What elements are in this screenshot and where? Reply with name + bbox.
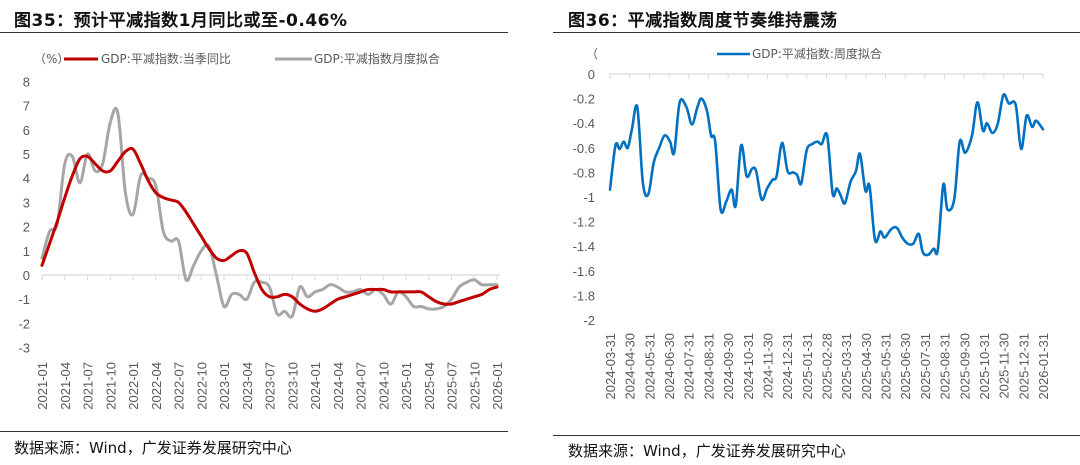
left-y-axis: 8 7 6 5 4 3 2 1 0 -1 -2 -3 <box>18 74 30 355</box>
y-tick-label: -0.2 <box>573 92 595 107</box>
x-tick-label: 2024-01 <box>308 362 323 410</box>
left-source-note: 数据来源：Wind，广发证券发展研究中心 <box>14 439 292 457</box>
x-tick-label: 2024-08-31 <box>701 333 716 400</box>
series-line-monthly-fit <box>40 106 499 319</box>
x-tick-label: 2025-07-31 <box>918 333 933 400</box>
y-tick-label: 2 <box>23 220 30 235</box>
x-tick-label: 2024-03-31 <box>603 333 618 400</box>
x-tick-label: 2024-07 <box>354 362 369 410</box>
x-tick-label: 2023-10 <box>285 362 300 410</box>
y-tick-label: 0 <box>23 268 30 283</box>
y-tick-label: -1.2 <box>573 215 595 230</box>
left-source-rule <box>0 431 508 432</box>
left-title-rule <box>0 32 508 33</box>
x-tick-label: 2025-06-30 <box>898 333 913 400</box>
y-tick-label: -1 <box>18 292 30 307</box>
series-line-weekly-fit <box>608 92 1045 257</box>
x-tick-label: 2025-08-31 <box>938 333 953 400</box>
right-chart-panel: 图36：平减指数周度节奏维持震荡 （ GDP:平减指数:周度拟合 0 -0.2 -0… <box>540 0 1080 465</box>
right-unit-label: （ <box>586 47 598 61</box>
y-tick-label: 5 <box>23 147 30 162</box>
x-tick-label: 2025-01-31 <box>800 333 815 400</box>
x-tick-label: 2025-01 <box>399 362 414 410</box>
right-source-note: 数据来源：Wind，广发证券发展研究中心 <box>568 442 846 460</box>
x-tick-label: 2022-10 <box>194 362 209 410</box>
x-tick-label: 2023-01 <box>217 362 232 410</box>
x-tick-label: 2022-07 <box>172 362 187 410</box>
left-x-axis: 2021-01 2021-04 2021-07 2021-10 2022-01 2022-… <box>35 274 505 410</box>
y-tick-label: 0 <box>588 67 595 82</box>
x-tick-label: 2024-10 <box>376 362 391 410</box>
right-chart: （ GDP:平减指数:周度拟合 0 -0.2 -0.4 -0.6 -0.8 -1 -1.2 -… <box>573 46 1051 400</box>
x-tick-label: 2022-01 <box>126 362 141 410</box>
x-tick-label: 2024-10-31 <box>741 333 756 400</box>
legend-label-quarterly: GDP:平减指数:当季同比 <box>101 51 231 66</box>
series-line-quarterly-yoy <box>40 146 499 313</box>
x-tick-label: 2024-12-31 <box>780 333 795 400</box>
x-tick-label: 2024-07-31 <box>682 333 697 400</box>
x-tick-label: 2024-04 <box>331 362 346 410</box>
x-tick-label: 2024-05-31 <box>642 333 657 400</box>
right-x-axis: 2024-03-31 2024-04-30 2024-05-31 2024-06-30… <box>603 73 1051 400</box>
x-tick-label: 2025-10 <box>467 362 482 410</box>
right-source-rule <box>553 435 1080 436</box>
left-unit-label: （%） <box>34 52 69 66</box>
y-tick-label: -2 <box>18 316 30 331</box>
y-tick-label: -1.4 <box>573 239 595 254</box>
y-tick-label: 6 <box>23 123 30 138</box>
y-tick-label: -1.6 <box>573 264 595 279</box>
x-tick-label: 2024-11-30 <box>761 333 776 399</box>
y-tick-label: -0.4 <box>573 116 595 131</box>
x-tick-label: 2024-06-30 <box>662 333 677 400</box>
x-tick-label: 2021-07 <box>81 362 96 410</box>
x-tick-label: 2021-04 <box>58 362 73 410</box>
y-tick-label: -1.8 <box>573 288 595 303</box>
y-tick-label: 7 <box>23 99 30 114</box>
x-tick-label: 2025-05-31 <box>879 333 894 400</box>
y-tick-label: -0.8 <box>573 165 595 180</box>
right-title-rule <box>553 32 1080 33</box>
x-tick-label: 2025-04-30 <box>859 333 874 400</box>
x-tick-label: 2025-02-28 <box>820 333 835 400</box>
y-tick-label: -1 <box>583 190 595 205</box>
x-tick-label: 2024-04-30 <box>623 333 638 400</box>
x-tick-label: 2025-11-30 <box>997 333 1012 399</box>
y-tick-label: -0.6 <box>573 141 595 156</box>
x-tick-label: 2023-04 <box>240 362 255 410</box>
y-tick-label: 8 <box>23 74 30 89</box>
x-tick-label: 2023-07 <box>263 362 278 410</box>
x-tick-label: 2026-01 <box>490 362 505 410</box>
x-tick-label: 2026-01-31 <box>1036 333 1051 400</box>
x-tick-label: 2024-09-30 <box>721 333 736 400</box>
left-chart: （%） GDP:平减指数:当季同比 GDP:平减指数月度拟合 8 7 6 5 4 3 2 1 0… <box>18 51 505 410</box>
x-tick-label: 2025-10-31 <box>977 333 992 400</box>
x-tick-label: 2025-03-31 <box>839 333 854 400</box>
y-tick-label: 1 <box>23 244 30 259</box>
x-tick-label: 2025-09-30 <box>957 333 972 400</box>
left-chart-title: 图35：预计平减指数1月同比或至-0.46% <box>14 11 348 31</box>
y-tick-label: 4 <box>23 171 30 186</box>
y-tick-label: -3 <box>18 341 30 356</box>
x-tick-label: 2021-10 <box>103 362 118 410</box>
x-tick-label: 2025-12-31 <box>1016 333 1031 400</box>
right-chart-title: 图36：平减指数周度节奏维持震荡 <box>568 11 838 31</box>
x-tick-label: 2025-07 <box>445 362 460 410</box>
left-series <box>40 106 499 319</box>
x-tick-label: 2022-04 <box>149 362 164 410</box>
left-chart-panel: 图35：预计平减指数1月同比或至-0.46% （%） GDP:平减指数:当季同比… <box>0 11 508 457</box>
right-series <box>608 92 1045 257</box>
right-y-axis: 0 -0.2 -0.4 -0.6 -0.8 -1 -1.2 -1.4 -1.6 -1.8 -2 <box>573 67 595 328</box>
legend-label-monthly-fit: GDP:平减指数月度拟合 <box>314 51 440 66</box>
y-tick-label: -2 <box>583 313 595 328</box>
x-tick-label: 2021-01 <box>35 362 50 410</box>
legend-label-weekly-fit: GDP:平减指数:周度拟合 <box>752 46 882 61</box>
x-tick-label: 2025-04 <box>422 362 437 410</box>
y-tick-label: 3 <box>23 195 30 210</box>
